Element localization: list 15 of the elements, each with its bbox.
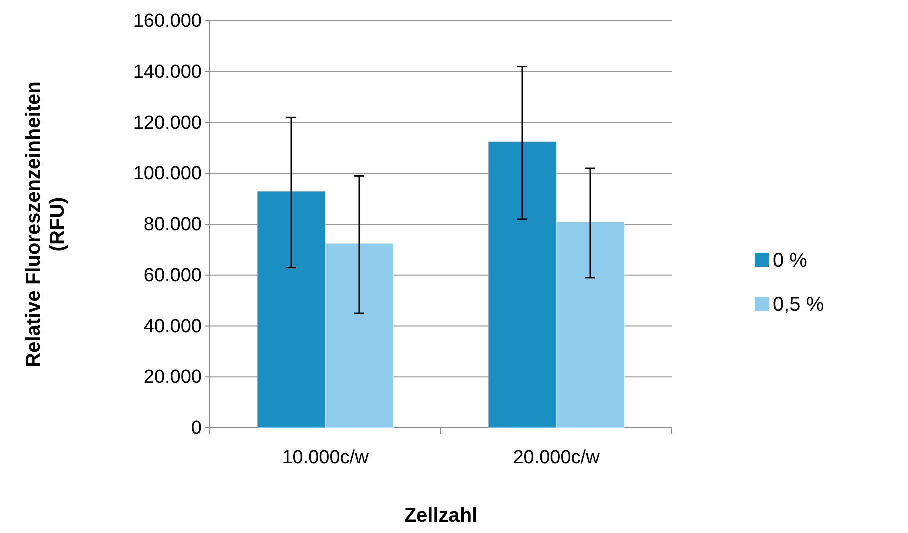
- y-tick-label: 100.000: [133, 164, 202, 185]
- legend-label: 0,5 %: [773, 294, 824, 316]
- y-tick-label: 80.000: [144, 214, 202, 236]
- y-tick-label: 40.000: [144, 316, 202, 338]
- y-tick-label: 20.000: [144, 367, 202, 388]
- y-tick-label: 120.000: [133, 112, 202, 134]
- y-tick-label: 0: [191, 418, 202, 440]
- y-tick-label: 160.000: [133, 11, 202, 32]
- x-axis-title: Zellzahl: [404, 505, 478, 527]
- legend-label: 0 %: [773, 250, 808, 272]
- y-axis-title: Relative Fluoreszenzeinheiten (RFU): [23, 82, 69, 368]
- x-tick-label: 10.000c/w: [282, 447, 370, 468]
- y-tick-label: 140.000: [133, 62, 202, 83]
- y-tick-label: 60.000: [144, 265, 202, 286]
- x-tick-label: 20.000c/w: [513, 447, 600, 468]
